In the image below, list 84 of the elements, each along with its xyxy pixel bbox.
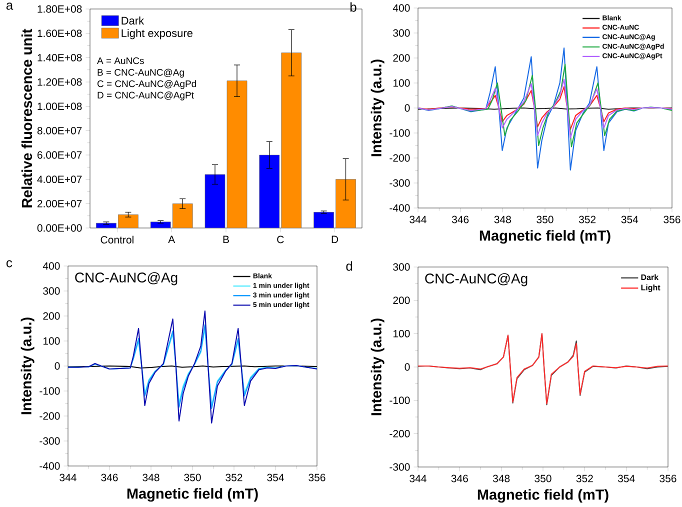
annotation: CNC-AuNC@Ag [75, 272, 178, 286]
y-tick-label: 8.00E+07 [37, 126, 82, 134]
line-series [418, 78, 672, 139]
annotation: C = CNC-AuNC@AgPd [97, 80, 196, 90]
y-tick-label: -200 [390, 430, 410, 438]
x-axis-title: Magnetic field (mT) [478, 489, 608, 503]
y-tick-label: -200 [390, 154, 410, 162]
y-tick-label: 1.60E+08 [38, 30, 82, 38]
x-axis-title: Magnetic field (mT) [127, 488, 258, 502]
x-tick-label: 350 [534, 474, 552, 482]
y-tick-label: 100 [393, 79, 410, 87]
y-tick-label: 0 [54, 362, 60, 370]
y-tick-label: 0.00E+00 [37, 224, 82, 232]
y-tick-label: 300 [43, 287, 60, 295]
x-tick-label: 352 [226, 474, 242, 482]
x-tick-label: 356 [664, 216, 680, 224]
y-tick-label: 400 [392, 4, 410, 12]
legend-label: Light exposure [122, 28, 192, 40]
y-tick-label: -100 [390, 396, 410, 404]
y-tick-label: 1.20E+08 [38, 78, 82, 86]
x-tick-label: 346 [451, 474, 468, 482]
y-tick-label: 200 [393, 296, 410, 304]
annotation: b [350, 2, 356, 12]
y-tick-label: 1.80E+08 [38, 5, 82, 13]
y-tick-label: 4.00E+07 [37, 176, 82, 184]
y-tick-label: 0 [404, 104, 410, 112]
x-tick-label: 354 [267, 474, 284, 482]
y-axis-title: Intensity (a.u.) [370, 318, 384, 416]
y-tick-label: -300 [390, 179, 410, 187]
annotation: A = AuNCs [97, 57, 144, 64]
y-tick-label: -100 [40, 387, 60, 395]
x-tick-label: 348 [494, 216, 511, 224]
y-tick-label: 6.00E+07 [37, 151, 82, 159]
line-series [68, 310, 318, 424]
y-tick-label: -300 [390, 463, 410, 471]
y-tick-label: 300 [393, 29, 410, 37]
y-tick-label: 100 [43, 337, 60, 345]
x-tick-label: 352 [578, 216, 596, 224]
x-tick-label: Control [100, 236, 134, 244]
x-tick-label: 354 [621, 216, 638, 224]
x-tick-label: 354 [618, 474, 635, 482]
y-tick-label: 300 [393, 263, 410, 271]
y-tick-label: 200 [43, 312, 60, 320]
legend-label: Dark [641, 274, 659, 280]
y-tick-label: 400 [42, 262, 60, 270]
y-tick-label: 1.00E+08 [38, 102, 82, 110]
legend-label: Dark [122, 16, 144, 25]
y-axis-title: Intensity (a.u.) [370, 60, 384, 156]
x-tick-label: C [277, 236, 284, 244]
x-tick-label: 348 [142, 474, 160, 482]
y-tick-label: 100 [393, 330, 410, 338]
text: d [346, 261, 352, 271]
x-tick-label: 346 [452, 216, 469, 224]
y-tick-label: 200 [393, 54, 410, 62]
y-tick-label: -400 [40, 462, 60, 470]
x-tick-label: 350 [536, 216, 554, 224]
x-tick-label: B [223, 236, 229, 244]
text: a [6, 2, 14, 10]
x-axis-title: Magnetic field (mT) [480, 230, 610, 244]
x-tick-label: 344 [60, 474, 76, 482]
x-tick-label: 350 [184, 474, 201, 482]
y-tick-label: -400 [390, 204, 410, 212]
x-tick-label: A [168, 236, 176, 244]
y-axis-title: Intensity (a.u.) [20, 318, 34, 414]
annotation: B = CNC-AuNC@Ag [98, 68, 184, 78]
y-tick-label: 2.00E+07 [37, 200, 82, 208]
x-tick-label: 346 [101, 474, 118, 482]
x-tick-label: 352 [576, 474, 593, 482]
y-axis-title: Relative fluorescence unit [21, 28, 32, 208]
x-tick-label: 348 [492, 474, 510, 482]
y-tick-label: 0 [404, 363, 410, 371]
y-tick-label: -100 [390, 129, 410, 137]
y-tick-label: -200 [40, 412, 60, 420]
legend-label: Light [641, 284, 660, 292]
annotation: D = CNC-AuNC@AgPt [98, 92, 194, 100]
x-tick-label: 344 [410, 474, 426, 482]
y-tick-label: 1.40E+08 [38, 54, 82, 62]
text: c [6, 260, 12, 268]
x-tick-label: 356 [308, 474, 326, 482]
x-tick-label: 344 [410, 216, 426, 224]
x-tick-label: 356 [660, 474, 676, 482]
y-tick-label: -300 [40, 437, 60, 445]
annotation: CNC-AuNC@Ag [425, 273, 528, 286]
x-tick-label: D [332, 236, 338, 244]
